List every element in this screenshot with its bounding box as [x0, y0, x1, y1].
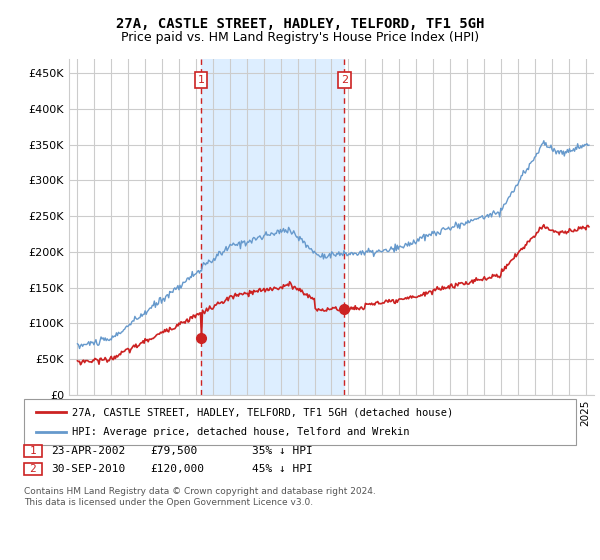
Text: 2: 2: [29, 464, 37, 474]
Text: 27A, CASTLE STREET, HADLEY, TELFORD, TF1 5GH: 27A, CASTLE STREET, HADLEY, TELFORD, TF1…: [116, 17, 484, 31]
Text: 30-SEP-2010: 30-SEP-2010: [51, 464, 125, 474]
Text: 1: 1: [197, 75, 205, 85]
Text: HPI: Average price, detached house, Telford and Wrekin: HPI: Average price, detached house, Telf…: [72, 427, 409, 437]
Bar: [201, 59, 344, 395]
Text: 27A, CASTLE STREET, HADLEY, TELFORD, TF1 5GH (detached house): 27A, CASTLE STREET, HADLEY, TELFORD, TF1…: [72, 407, 453, 417]
Text: Contains HM Land Registry data © Crown copyright and database right 2024.
This d: Contains HM Land Registry data © Crown c…: [24, 487, 376, 507]
Text: £79,500: £79,500: [150, 446, 197, 456]
Text: 45% ↓ HPI: 45% ↓ HPI: [252, 464, 313, 474]
Text: 23-APR-2002: 23-APR-2002: [51, 446, 125, 456]
Text: 2: 2: [341, 75, 348, 85]
Text: Price paid vs. HM Land Registry's House Price Index (HPI): Price paid vs. HM Land Registry's House …: [121, 31, 479, 44]
Text: £120,000: £120,000: [150, 464, 204, 474]
Text: 35% ↓ HPI: 35% ↓ HPI: [252, 446, 313, 456]
Text: 1: 1: [29, 446, 37, 456]
